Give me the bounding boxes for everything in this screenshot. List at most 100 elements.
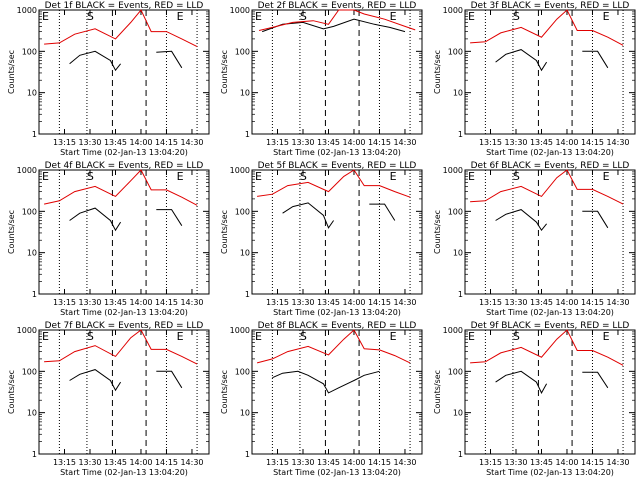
panel-det-3: Det 3f BLACK = Events, RED = LLD Counts/s… [433,1,636,157]
event-marker: S [513,170,520,183]
x-tick-label: 14:15 [368,138,391,147]
series-line-lld [44,329,198,365]
y-tick-label: 1000 [230,166,250,175]
x-tick-label: 14:15 [581,138,604,147]
y-tick-label: 1 [245,290,250,299]
series-line-events [272,370,380,394]
y-tick-label: 100 [235,367,250,376]
chart-title: Det 6f BLACK = Events, RED = LLD [471,161,630,171]
y-axis-label: Counts/sec [220,370,229,414]
panel-det-4: Det 4f BLACK = Events, RED = LLD Counts/s… [7,161,210,317]
y-tick-label: 100 [22,367,37,376]
x-tick-label: 13:45 [104,138,127,147]
y-axis-label: Counts/sec [433,50,442,94]
x-axis-label: Start Time (02-Jan-13 13:04:20) [486,308,614,317]
x-tick-label: 13:30 [504,298,527,307]
x-tick-label: 13:15 [53,458,76,467]
x-axis-label: Start Time (02-Jan-13 13:04:20) [273,468,401,477]
x-tick-label: 14:15 [581,458,604,467]
plot-frame [38,9,210,135]
event-marker: E [255,330,262,343]
x-tick-label: 14:15 [155,138,178,147]
x-tick-label: 13:30 [291,138,314,147]
y-tick-label: 1000 [443,166,463,175]
chart-title: Det 8f BLACK = Events, RED = LLD [258,321,417,331]
x-tick-label: 14:00 [342,298,365,307]
event-marker: E [603,170,610,183]
y-tick-label: 1000 [230,6,250,15]
event-marker: E [390,10,397,23]
event-marker: S [87,10,94,23]
y-axis-label: Counts/sec [7,50,16,94]
series-line-events [495,370,609,394]
x-tick-label: 14:30 [180,458,203,467]
y-tick-label: 10 [453,409,463,418]
event-marker: E [177,170,184,183]
y-tick-label: 100 [448,367,463,376]
series-line-events [69,369,183,392]
chart-title: Det 7f BLACK = Events, RED = LLD [45,321,204,331]
event-marker: S [300,170,307,183]
y-tick-label: 1 [32,290,37,299]
plot-frame [38,169,210,295]
series-line-lld [470,329,624,366]
y-tick-label: 100 [448,207,463,216]
y-tick-label: 1 [458,290,463,299]
y-tick-label: 1000 [443,326,463,335]
series-line-lld [470,9,624,46]
event-marker: S [513,10,520,23]
y-tick-label: 1 [32,450,37,459]
x-tick-label: 13:45 [317,138,340,147]
series-line-events [69,207,183,232]
event-marker: E [42,10,49,23]
x-tick-label: 13:15 [266,458,289,467]
x-tick-label: 14:00 [129,138,152,147]
x-tick-label: 14:30 [606,458,629,467]
y-tick-label: 1000 [17,166,37,175]
x-tick-label: 14:00 [129,458,152,467]
event-marker: E [177,330,184,343]
event-marker: E [390,170,397,183]
y-tick-label: 1000 [17,6,37,15]
x-tick-label: 13:30 [504,138,527,147]
y-tick-label: 100 [22,47,37,56]
event-marker: E [468,10,475,23]
y-tick-label: 1000 [443,6,463,15]
x-axis-label: Start Time (02-Jan-13 13:04:20) [60,468,188,477]
x-tick-label: 13:45 [104,298,127,307]
y-tick-label: 10 [27,409,37,418]
x-tick-label: 14:00 [555,138,578,147]
x-tick-label: 13:45 [530,298,553,307]
y-axis-label: Counts/sec [7,370,16,414]
plot-frame [464,9,636,135]
y-tick-label: 1000 [17,326,37,335]
event-marker: S [300,10,307,23]
x-tick-label: 14:00 [342,458,365,467]
series-line-events [69,50,183,72]
series-line-lld [44,9,198,48]
x-tick-label: 13:30 [78,138,101,147]
x-tick-label: 14:00 [555,298,578,307]
x-axis-label: Start Time (02-Jan-13 13:04:20) [273,148,401,157]
x-tick-label: 13:15 [479,138,502,147]
event-marker: S [87,170,94,183]
x-tick-label: 13:30 [78,458,101,467]
y-axis-label: Counts/sec [433,210,442,254]
series-line-events [262,18,406,33]
x-tick-label: 13:15 [266,138,289,147]
x-tick-label: 13:15 [266,298,289,307]
series-line-events [495,209,609,232]
event-marker: E [468,170,475,183]
x-tick-label: 14:15 [155,298,178,307]
event-marker: E [390,330,397,343]
x-tick-label: 13:45 [104,458,127,467]
chart-title: Det 2f BLACK = Events, RED = LLD [258,1,417,11]
x-tick-label: 13:45 [530,138,553,147]
series-line-lld [470,169,624,205]
y-tick-label: 100 [235,47,250,56]
x-axis-label: Start Time (02-Jan-13 13:04:20) [60,308,188,317]
event-marker: E [42,330,49,343]
x-tick-label: 14:15 [155,458,178,467]
event-marker: E [255,10,262,23]
